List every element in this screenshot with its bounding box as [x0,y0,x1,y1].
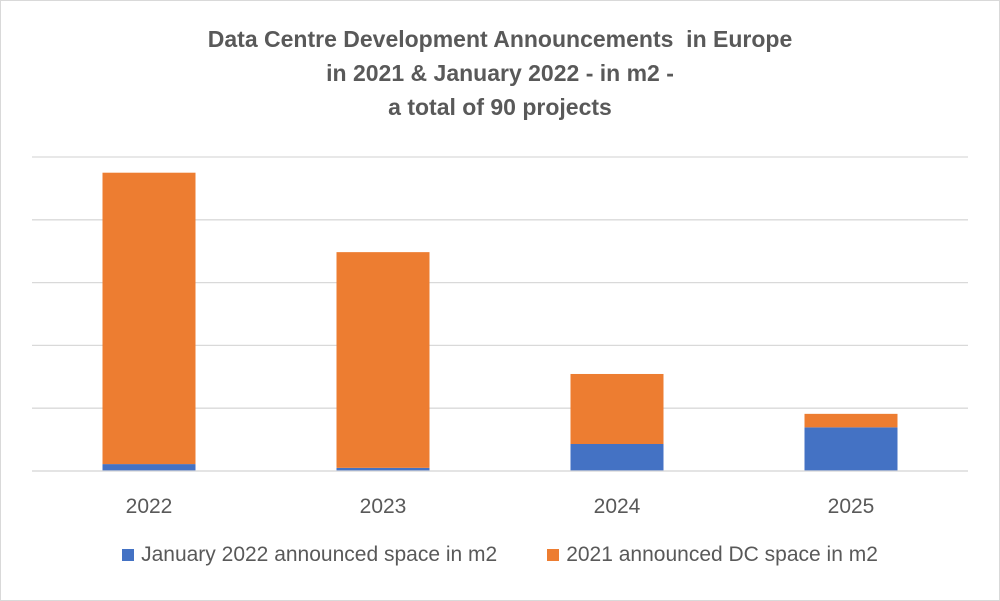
bar-2024-series-1 [570,373,664,444]
bar-2025-series-1 [804,413,898,428]
legend: January 2022 announced space in m2 2021 … [0,543,1000,567]
bar-2023-series-1 [336,252,430,468]
legend-label-january-2022: January 2022 announced space in m2 [141,543,498,566]
bar-2022-series-0 [102,464,196,471]
chart-title-line-3: a total of 90 projects [388,94,612,120]
x-tick-label-2022: 2022 [126,495,173,518]
x-tick-label-2025: 2025 [828,495,875,518]
bar-2024-series-0 [570,443,664,471]
bar-2022-series-1 [102,172,196,465]
legend-item-2021: 2021 announced DC space in m2 [547,543,878,567]
legend-swatch-january-2022 [122,549,135,561]
x-tick-label-2024: 2024 [594,495,641,518]
legend-swatch-2021 [547,549,560,561]
chart-title-line-2: in 2021 & January 2022 - in m2 - [326,60,674,86]
legend-item-january-2022: January 2022 announced space in m2 [122,543,497,567]
x-tick-label-2023: 2023 [360,495,407,518]
bar-2025-series-0 [804,427,898,471]
bar-2023-series-0 [336,467,430,471]
legend-label-2021: 2021 announced DC space in m2 [566,543,878,566]
chart-title-line-1: Data Centre Development Announcements in… [207,26,793,52]
chart-title: Data Centre Development Announcements in… [0,22,1000,124]
